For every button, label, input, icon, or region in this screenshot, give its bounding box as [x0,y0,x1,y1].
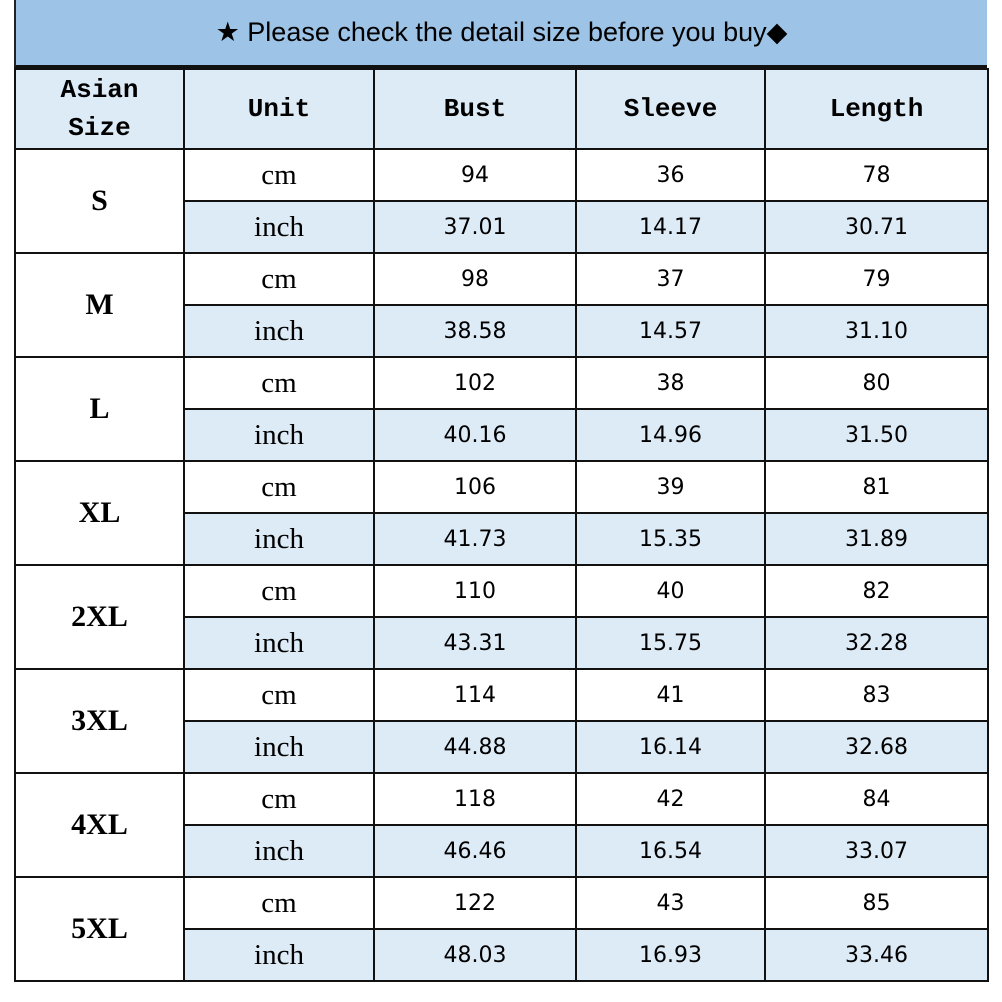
table-row-inch: inch 37.01 14.17 30.71 [15,200,989,254]
header-bust: Bust [373,68,577,150]
unit-cell: cm [183,772,375,826]
unit-cell: cm [183,876,375,930]
sleeve-cell: 15.75 [575,616,766,670]
unit-cell: inch [183,408,375,462]
length-cell: 83 [764,668,989,722]
table-row-inch: inch 41.73 15.35 31.89 [15,512,989,566]
sleeve-cell: 15.35 [575,512,766,566]
size-label: 5XL [14,876,185,982]
sleeve-cell: 40 [575,564,766,618]
length-cell: 32.28 [764,616,989,670]
bust-cell: 48.03 [373,928,577,982]
unit-cell: cm [183,668,375,722]
length-cell: 31.50 [764,408,989,462]
length-cell: 79 [764,252,989,306]
length-cell: 33.46 [764,928,989,982]
table-row-inch: inch 46.46 16.54 33.07 [15,824,989,878]
length-cell: 30.71 [764,200,989,254]
sleeve-cell: 37 [575,252,766,306]
size-label: 4XL [14,772,185,878]
bust-cell: 122 [373,876,577,930]
unit-cell: inch [183,720,375,774]
table-row-cm: 3XL cm 114 41 83 [14,668,989,774]
bust-cell: 44.88 [373,720,577,774]
unit-cell: inch [183,304,375,358]
length-cell: 81 [764,460,989,514]
size-label: 3XL [14,668,185,774]
sleeve-cell: 42 [575,772,766,826]
bust-cell: 94 [373,148,577,202]
length-cell: 85 [764,876,989,930]
table-row-inch: inch 40.16 14.96 31.50 [15,408,989,462]
size-label: L [14,356,185,462]
size-chart: ★ Please check the detail size before yo… [14,0,989,982]
unit-cell: inch [183,824,375,878]
unit-cell: cm [183,356,375,410]
table-row-inch: inch 43.31 15.75 32.28 [15,616,989,670]
size-label: S [14,148,185,254]
unit-cell: inch [183,928,375,982]
bust-cell: 43.31 [373,616,577,670]
bust-cell: 110 [373,564,577,618]
bust-cell: 106 [373,460,577,514]
header-unit: Unit [183,68,375,150]
sleeve-cell: 36 [575,148,766,202]
bust-cell: 102 [373,356,577,410]
unit-cell: inch [183,616,375,670]
header-length: Length [764,68,989,150]
sleeve-cell: 39 [575,460,766,514]
sleeve-cell: 16.93 [575,928,766,982]
unit-cell: cm [183,460,375,514]
bust-cell: 41.73 [373,512,577,566]
size-chart-title: ★ Please check the detail size before yo… [14,0,987,68]
bust-cell: 46.46 [373,824,577,878]
bust-cell: 40.16 [373,408,577,462]
sleeve-cell: 43 [575,876,766,930]
unit-cell: inch [183,512,375,566]
sleeve-cell: 41 [575,668,766,722]
length-cell: 31.89 [764,512,989,566]
header-row: Asian Size Unit Bust Sleeve Length [14,68,989,150]
table-row-cm: XL cm 106 39 81 [14,460,989,566]
unit-cell: cm [183,148,375,202]
size-label: XL [14,460,185,566]
length-cell: 80 [764,356,989,410]
bust-cell: 37.01 [373,200,577,254]
header-size-line2: Size [68,113,131,143]
sleeve-cell: 14.17 [575,200,766,254]
length-cell: 84 [764,772,989,826]
length-cell: 32.68 [764,720,989,774]
length-cell: 33.07 [764,824,989,878]
unit-cell: cm [183,564,375,618]
header-asian-size: Asian Size [14,68,185,150]
length-cell: 82 [764,564,989,618]
table-row-inch: inch 38.58 14.57 31.10 [15,304,989,358]
unit-cell: cm [183,252,375,306]
sleeve-cell: 14.57 [575,304,766,358]
size-label: M [14,252,185,358]
bust-cell: 98 [373,252,577,306]
sleeve-cell: 38 [575,356,766,410]
size-label: 2XL [14,564,185,670]
table-row-inch: inch 48.03 16.93 33.46 [15,928,989,982]
table-row-inch: inch 44.88 16.14 32.68 [15,720,989,774]
sleeve-cell: 16.54 [575,824,766,878]
bust-cell: 114 [373,668,577,722]
bust-cell: 38.58 [373,304,577,358]
bust-cell: 118 [373,772,577,826]
sleeve-cell: 14.96 [575,408,766,462]
header-sleeve: Sleeve [575,68,766,150]
unit-cell: inch [183,200,375,254]
length-cell: 31.10 [764,304,989,358]
table-row-cm: 5XL cm 122 43 85 [14,876,989,982]
sleeve-cell: 16.14 [575,720,766,774]
table-row-cm: 2XL cm 110 40 82 [14,564,989,670]
length-cell: 78 [764,148,989,202]
table-row-cm: 4XL cm 118 42 84 [14,772,989,878]
header-size-line1: Asian [60,75,139,105]
